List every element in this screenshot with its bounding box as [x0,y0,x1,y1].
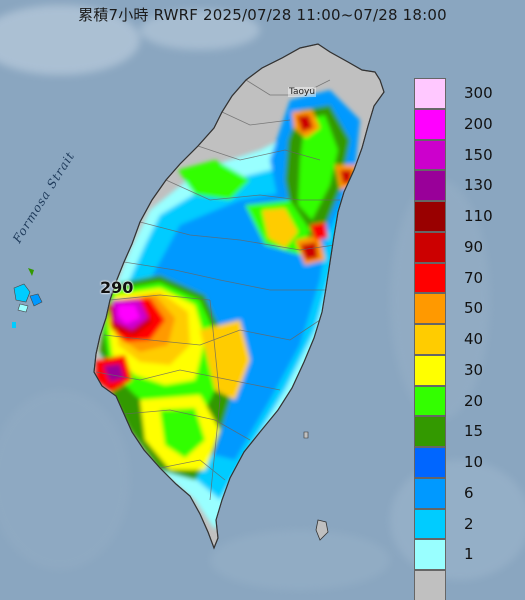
legend-label: 6 [464,483,474,502]
legend-swatch [414,570,446,600]
rainfall-field [95,79,360,530]
legend-label: 20 [464,391,484,410]
legend-swatch [414,354,446,386]
legend-row: 200 [414,108,504,140]
legend-label: 2 [464,514,474,533]
max-value-label: 290 [100,278,134,297]
green-island [303,431,309,439]
legend-swatch [414,447,446,478]
legend-row: 20 [414,385,504,417]
legend-label: 90 [464,237,484,256]
legend-row: 15 [414,416,504,447]
legend-swatch [414,170,446,201]
legend-row: 2 [414,508,504,540]
legend-row: 1 [414,539,504,570]
legend-swatch [414,78,446,109]
legend-label: 200 [464,114,493,133]
legend-label: 70 [464,268,484,287]
legend-swatch [414,539,446,570]
legend-label: 50 [464,299,484,318]
legend-swatch [414,293,446,324]
legend-swatch [414,231,446,263]
legend-swatch [414,262,446,294]
legend-label: 130 [464,176,493,195]
legend-row: 150 [414,139,504,171]
legend-label: 10 [464,453,484,471]
legend-row: 10 [414,447,504,478]
legend-swatch [414,139,446,171]
legend-label: 30 [464,360,484,379]
legend-swatch [414,324,446,355]
color-legend: 300 200 150 130 110 90 70 50 40 30 20 15 10 6 2 1 [414,78,504,600]
legend-row: 40 [414,324,504,355]
legend-row: 50 [414,293,504,324]
legend-row: 70 [414,262,504,294]
legend-swatch [414,477,446,509]
legend-label: 15 [464,422,484,441]
legend-swatch [414,201,446,232]
city-label: Taoyu [288,87,317,97]
legend-label: 110 [464,207,493,225]
legend-label: 300 [464,84,493,102]
legend-swatch [414,416,446,447]
legend-row: 30 [414,354,504,386]
orchid-island [315,519,329,541]
legend-label: 1 [464,545,474,564]
legend-swatch [414,508,446,540]
legend-label: 150 [464,145,493,164]
legend-row: 90 [414,231,504,263]
island-outline [93,43,385,550]
map-title: 累積7小時 RWRF 2025/07/28 11:00~07/28 18:00 [78,6,447,24]
legend-swatch [414,385,446,417]
legend-row: 110 [414,201,504,232]
legend-label: 40 [464,330,484,348]
legend-swatch [414,108,446,140]
legend-row: 300 [414,78,504,109]
penghu-islands [12,268,43,328]
legend-row [414,570,504,600]
legend-row: 6 [414,477,504,509]
legend-row: 130 [414,170,504,201]
